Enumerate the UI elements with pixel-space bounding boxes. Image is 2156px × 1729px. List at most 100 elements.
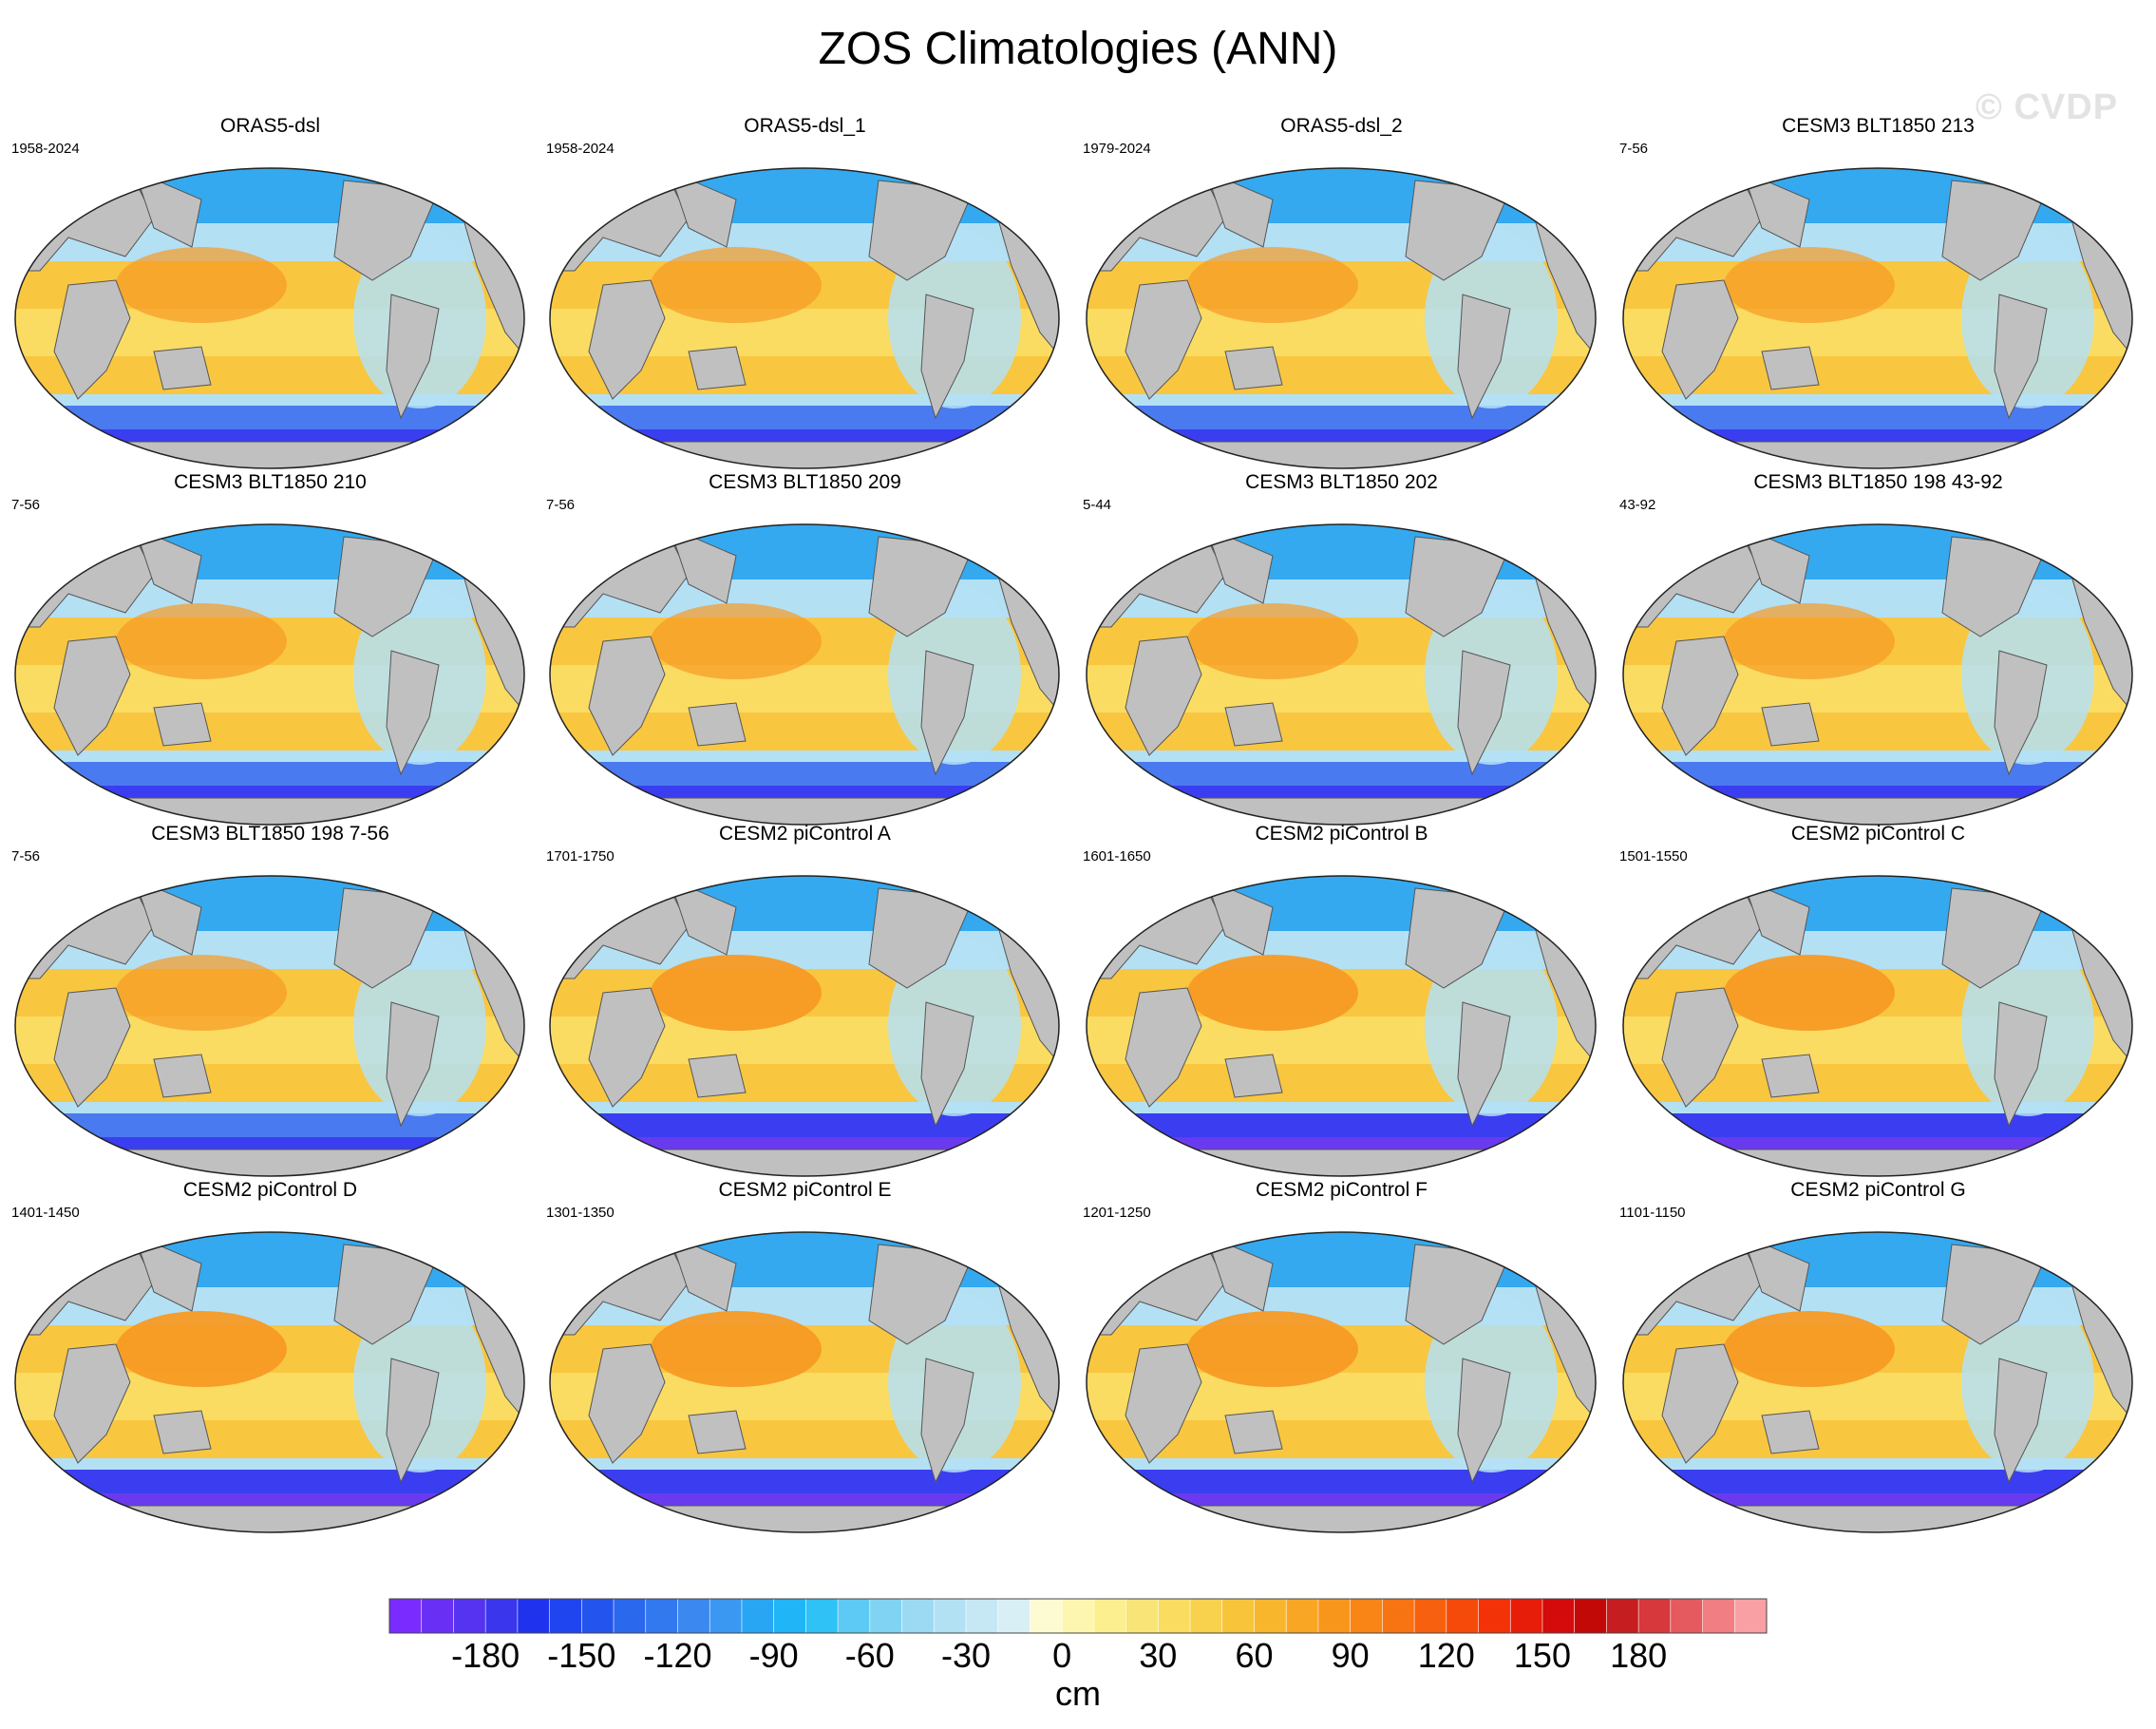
landmass — [688, 1410, 747, 1454]
map-svg — [1086, 523, 1597, 826]
landmass — [1120, 441, 1578, 468]
colorbar-swatch — [453, 1599, 486, 1633]
landmass — [386, 650, 440, 776]
colorbar-swatch — [1574, 1599, 1607, 1633]
ocean-band — [550, 406, 1059, 429]
colorbar-swatch — [1190, 1599, 1223, 1633]
colorbar-tick-label: -30 — [941, 1636, 991, 1675]
landmass — [669, 878, 737, 956]
map-svg — [1622, 167, 2133, 469]
map-outline — [14, 875, 525, 1177]
colorbar-tick-label: 0 — [1052, 1636, 1071, 1675]
colorbar-swatch — [965, 1599, 999, 1633]
map-panel: CESM2 piControl D 1401-1450 — [11, 1178, 529, 1534]
panel-title: ORAS5-dsl — [219, 115, 321, 137]
ocean-band — [1623, 762, 2132, 786]
warm-pool — [1724, 955, 1895, 1031]
landmass — [1224, 1054, 1283, 1098]
landmass — [920, 650, 974, 776]
ocean-band — [15, 1470, 524, 1493]
colorbar-tick-label: -120 — [643, 1636, 711, 1675]
landmass — [1125, 279, 1202, 400]
colorbar-tick-label: 30 — [1139, 1636, 1177, 1675]
colorbar-tick-label: -90 — [749, 1636, 799, 1675]
landmass — [1120, 1149, 1578, 1176]
map-panel: CESM3 BLT1850 209 7-56 — [546, 470, 1064, 826]
colorbar-tick-label: 90 — [1332, 1636, 1370, 1675]
colorbar-swatch — [485, 1599, 519, 1633]
ocean-band — [15, 762, 524, 786]
colorbar-swatch — [1254, 1599, 1287, 1633]
colorbar-swatch — [805, 1599, 839, 1633]
panel-title: CESM2 piControl G — [1790, 1179, 1966, 1201]
landmass — [134, 1234, 202, 1312]
panel-title: CESM2 piControl F — [1256, 1179, 1428, 1201]
map-panel: ORAS5-dsl_2 1979-2024 — [1083, 114, 1600, 470]
landmass — [1742, 1234, 1810, 1312]
map-outline — [1086, 875, 1597, 1177]
panel-years: 1979-2024 — [1083, 141, 1151, 157]
ocean-band — [1087, 406, 1596, 429]
landmass — [153, 346, 212, 390]
colorbar-tick-label: -180 — [451, 1636, 520, 1675]
landmass — [1125, 1343, 1202, 1464]
landmass — [53, 636, 131, 756]
colorbar-tick-label: 120 — [1418, 1636, 1475, 1675]
landmass — [688, 346, 747, 390]
landmass — [1457, 294, 1511, 420]
colorbar-swatch — [614, 1599, 647, 1633]
ocean-band — [1087, 762, 1596, 786]
ocean-band — [550, 1470, 1059, 1493]
panel-years: 1958-2024 — [546, 141, 615, 157]
landmass — [1761, 346, 1820, 390]
landmass — [1656, 1505, 2114, 1532]
map-outline — [549, 875, 1060, 1177]
ocean-band — [550, 1113, 1059, 1137]
panel-years: 1401-1450 — [11, 1205, 80, 1221]
warm-pool — [116, 247, 287, 323]
map-panel: CESM3 BLT1850 202 5-44 — [1083, 470, 1600, 826]
ocean-band — [15, 1113, 524, 1137]
map-panel: CESM2 piControl F 1201-1250 — [1083, 1178, 1600, 1534]
map-outline — [549, 523, 1060, 826]
warm-pool — [116, 1311, 287, 1387]
colorbar-swatch — [773, 1599, 806, 1633]
ocean-band — [1623, 1470, 2132, 1493]
landmass — [48, 1505, 506, 1532]
landmass — [583, 1149, 1041, 1176]
panel-years: 1101-1150 — [1619, 1205, 1686, 1221]
map-panel: CESM3 BLT1850 198 7-56 7-56 — [11, 822, 529, 1178]
landmass — [1661, 1343, 1739, 1464]
colorbar-swatch — [869, 1599, 903, 1633]
colorbar-swatch — [997, 1599, 1031, 1633]
map-panel: CESM2 piControl B 1601-1650 — [1083, 822, 1600, 1178]
landmass — [1742, 526, 1810, 604]
watermark: © CVDP — [1975, 87, 2119, 127]
landmass — [134, 878, 202, 956]
panel-years: 7-56 — [546, 497, 576, 513]
panel-title: CESM3 BLT1850 210 — [174, 471, 367, 493]
landmass — [48, 1149, 506, 1176]
colorbar-swatch — [421, 1599, 454, 1633]
landmass — [1994, 1358, 2048, 1484]
map-panel: CESM2 piControl G 1101-1150 — [1619, 1178, 2137, 1534]
map-outline — [549, 167, 1060, 469]
panel-years: 1201-1250 — [1083, 1205, 1151, 1221]
landmass — [1125, 987, 1202, 1108]
warm-pool — [116, 603, 287, 679]
landmass — [386, 1358, 440, 1484]
panel-title: CESM2 piControl B — [1255, 823, 1428, 845]
map-outline — [1622, 875, 2133, 1177]
colorbar-unit: cm — [1055, 1674, 1101, 1713]
landmass — [1742, 170, 1810, 248]
colorbar-swatch — [1702, 1599, 1735, 1633]
map-outline — [14, 167, 525, 469]
ocean-band — [550, 762, 1059, 786]
landmass — [1125, 636, 1202, 756]
map-svg — [14, 523, 525, 826]
colorbar-swatch — [1670, 1599, 1704, 1633]
colorbar-swatch — [1734, 1599, 1768, 1633]
map-svg — [14, 167, 525, 469]
landmass — [134, 170, 202, 248]
panel-years: 7-56 — [1619, 141, 1649, 157]
